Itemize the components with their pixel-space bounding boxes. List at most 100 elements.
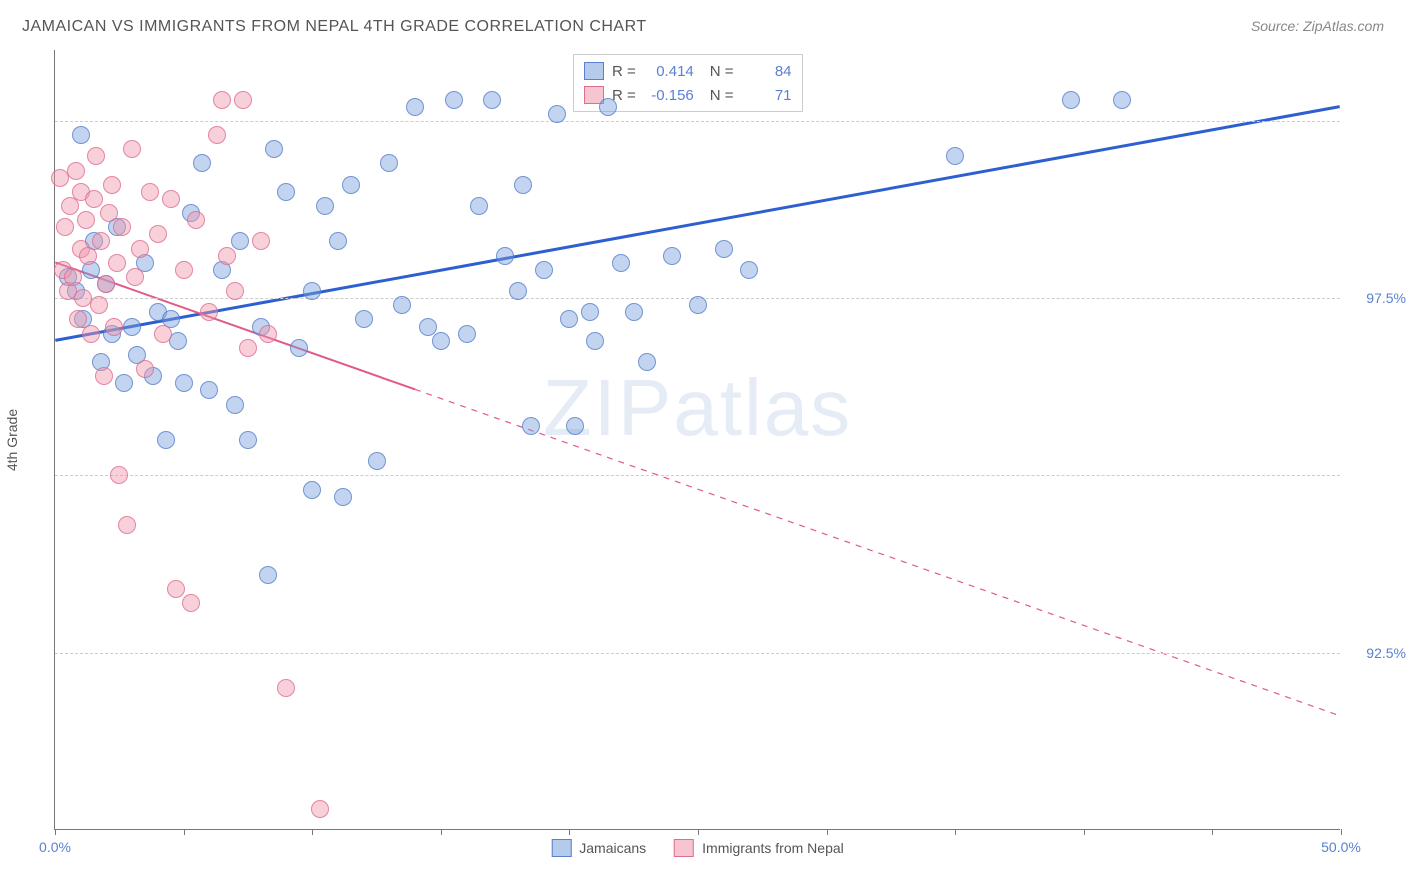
data-point xyxy=(625,303,643,321)
data-point xyxy=(265,140,283,158)
x-tick xyxy=(1341,829,1342,835)
data-point xyxy=(97,275,115,293)
data-point xyxy=(110,466,128,484)
data-point xyxy=(90,296,108,314)
legend-item: Jamaicans xyxy=(551,839,646,857)
data-point xyxy=(715,240,733,258)
series-swatch xyxy=(584,62,604,80)
legend-swatch xyxy=(674,839,694,857)
data-point xyxy=(290,339,308,357)
data-point xyxy=(303,481,321,499)
x-tick xyxy=(569,829,570,835)
data-point xyxy=(108,254,126,272)
data-point xyxy=(123,318,141,336)
data-point xyxy=(334,488,352,506)
data-point xyxy=(406,98,424,116)
legend: Jamaicans Immigrants from Nepal xyxy=(551,839,844,857)
data-point xyxy=(103,176,121,194)
data-point xyxy=(239,431,257,449)
data-point xyxy=(193,154,211,172)
data-point xyxy=(136,360,154,378)
data-point xyxy=(342,176,360,194)
watermark-text-light: atlas xyxy=(673,363,852,452)
stats-row: R =0.414N =84 xyxy=(584,59,792,83)
x-tick-label: 0.0% xyxy=(39,839,71,855)
data-point xyxy=(458,325,476,343)
data-point xyxy=(581,303,599,321)
gridline xyxy=(55,121,1340,122)
data-point xyxy=(496,247,514,265)
data-point xyxy=(115,374,133,392)
x-tick xyxy=(698,829,699,835)
x-tick xyxy=(184,829,185,835)
watermark: ZIPatlas xyxy=(543,362,852,454)
data-point xyxy=(663,247,681,265)
x-tick xyxy=(55,829,56,835)
data-point xyxy=(213,91,231,109)
legend-swatch xyxy=(551,839,571,857)
gridline xyxy=(55,475,1340,476)
data-point xyxy=(432,332,450,350)
data-point xyxy=(259,566,277,584)
source-attribution: Source: ZipAtlas.com xyxy=(1251,18,1384,34)
data-point xyxy=(560,310,578,328)
data-point xyxy=(329,232,347,250)
data-point xyxy=(316,197,334,215)
n-value: 71 xyxy=(742,87,792,104)
data-point xyxy=(1062,91,1080,109)
data-point xyxy=(105,318,123,336)
data-point xyxy=(64,268,82,286)
y-tick-label: 97.5% xyxy=(1348,290,1406,306)
legend-label: Jamaicans xyxy=(579,840,646,856)
x-tick xyxy=(827,829,828,835)
data-point xyxy=(239,339,257,357)
data-point xyxy=(226,282,244,300)
data-point xyxy=(259,325,277,343)
data-point xyxy=(169,332,187,350)
data-point xyxy=(355,310,373,328)
data-point xyxy=(87,147,105,165)
data-point xyxy=(483,91,501,109)
chart-title: JAMAICAN VS IMMIGRANTS FROM NEPAL 4TH GR… xyxy=(22,18,647,36)
data-point xyxy=(234,91,252,109)
data-point xyxy=(522,417,540,435)
data-point xyxy=(689,296,707,314)
n-value: 84 xyxy=(742,63,792,80)
watermark-text: ZIP xyxy=(543,363,673,452)
plot-area: ZIPatlas R =0.414N =84R =-0.156N =71 Jam… xyxy=(54,50,1340,830)
y-tick-label: 92.5% xyxy=(1348,645,1406,661)
data-point xyxy=(535,261,553,279)
data-point xyxy=(131,240,149,258)
data-point xyxy=(92,232,110,250)
data-point xyxy=(380,154,398,172)
data-point xyxy=(1113,91,1131,109)
data-point xyxy=(548,105,566,123)
data-point xyxy=(149,225,167,243)
data-point xyxy=(175,374,193,392)
x-tick xyxy=(441,829,442,835)
data-point xyxy=(277,183,295,201)
data-point xyxy=(612,254,630,272)
data-point xyxy=(586,332,604,350)
data-point xyxy=(226,396,244,414)
data-point xyxy=(154,325,172,343)
data-point xyxy=(509,282,527,300)
legend-label: Immigrants from Nepal xyxy=(702,840,844,856)
data-point xyxy=(252,232,270,250)
data-point xyxy=(85,190,103,208)
data-point xyxy=(187,211,205,229)
data-point xyxy=(200,381,218,399)
data-point xyxy=(599,98,617,116)
data-point xyxy=(95,367,113,385)
data-point xyxy=(82,325,100,343)
data-point xyxy=(67,162,85,180)
legend-item: Immigrants from Nepal xyxy=(674,839,844,857)
data-point xyxy=(470,197,488,215)
data-point xyxy=(56,218,74,236)
x-tick xyxy=(955,829,956,835)
data-point xyxy=(740,261,758,279)
data-point xyxy=(79,247,97,265)
data-point xyxy=(175,261,193,279)
data-point xyxy=(566,417,584,435)
data-point xyxy=(126,268,144,286)
